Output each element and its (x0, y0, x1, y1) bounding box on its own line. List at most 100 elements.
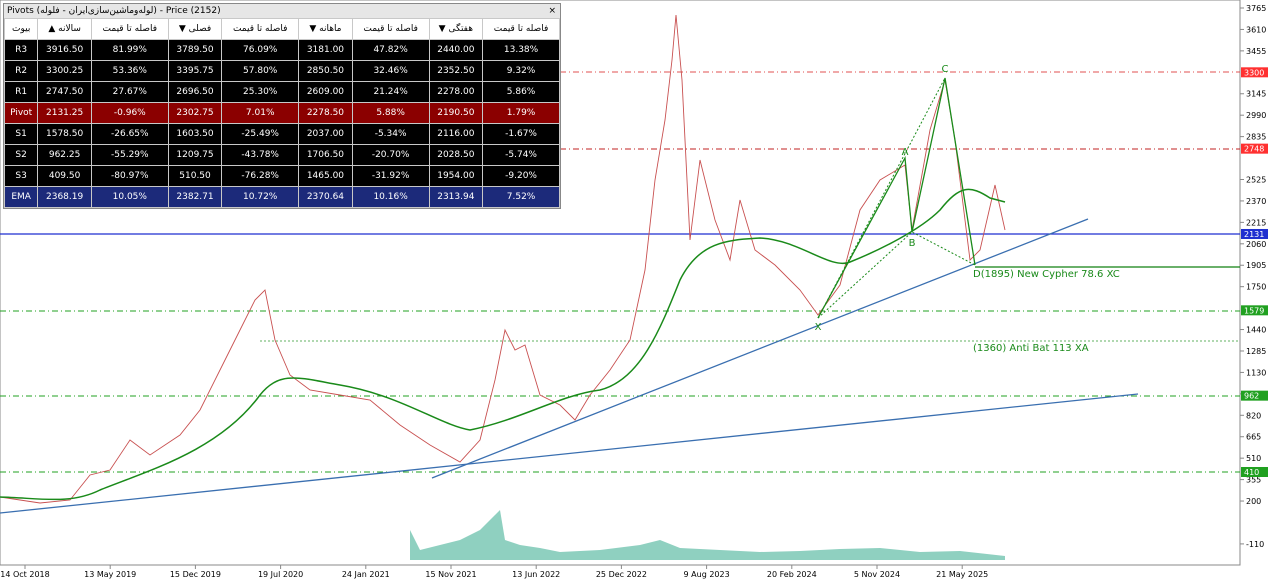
level-label-box (1241, 305, 1268, 316)
price-tick-label: 1750 (1246, 283, 1266, 292)
table-cell: R1 (5, 82, 38, 102)
table-row: S1 1578.50 -26.65% 1603.50 -25.49% 2037.00 -5.… (5, 124, 559, 144)
price-tick-label: 3610 (1246, 25, 1266, 34)
close-button[interactable]: × (548, 6, 556, 16)
table-cell: 2850.50 (299, 61, 352, 81)
price-line (0, 14, 1006, 504)
volume-area (410, 510, 1005, 560)
table-cell: فاصله تا قیمت (91, 19, 168, 39)
table-row: R3 3916.50 81.99% 3789.50 76.09% 3181.00 47.82… (5, 40, 559, 60)
table-cell: بیوت (5, 19, 38, 39)
table-cell: ▼ فصلی (168, 19, 222, 39)
price-tick-label: 3455 (1246, 47, 1266, 56)
annotation: C (942, 64, 949, 75)
level-label-box (1241, 228, 1268, 239)
time-tick-label: 9 Aug 2023 (684, 570, 730, 579)
table-cell: فاصله تا قیمت (222, 19, 299, 39)
price-tick-label: 1905 (1246, 261, 1266, 270)
table-cell: 1209.75 (168, 145, 222, 165)
time-tick-label: 25 Dec 2022 (596, 570, 647, 579)
table-cell: 2190.50 (429, 103, 483, 123)
table-cell: 2302.75 (168, 103, 222, 123)
level-label-box (1241, 390, 1268, 401)
price-tick-label: 2990 (1246, 111, 1266, 120)
price-tick-label: 1285 (1246, 347, 1266, 356)
table-cell: ▼ هفتگی (429, 19, 483, 39)
table-cell: 7.01% (222, 103, 299, 123)
table-cell: 7.52% (483, 187, 559, 207)
time-tick-label: 15 Nov 2021 (425, 570, 476, 579)
table-cell: 2278.50 (299, 103, 352, 123)
table-cell: -1.67% (483, 124, 559, 144)
table-cell: EMA (5, 187, 38, 207)
trend-line (431, 218, 1089, 479)
table-row: S2 962.25 -55.29% 1209.75 -43.78% 1706.50 -20.… (5, 145, 559, 165)
table-cell: 1578.50 (38, 124, 91, 144)
level-label-box (1241, 466, 1268, 477)
table-cell: 2747.50 (38, 82, 91, 102)
table-cell: S1 (5, 124, 38, 144)
table-cell: 1954.00 (429, 166, 483, 186)
table-cell: فاصله تا قیمت (483, 19, 559, 39)
pattern-line (817, 77, 976, 319)
table-cell: 2116.00 (429, 124, 483, 144)
table-row: EMA 2368.19 10.05% 2382.71 10.72% 2370.64 10.1… (5, 187, 559, 207)
table-cell: 2696.50 (168, 82, 222, 102)
table-cell: -0.96% (91, 103, 168, 123)
table-row: R2 3300.25 53.36% 3395.75 57.80% 2850.50 32.46… (5, 61, 559, 81)
table-cell: 2028.50 (429, 145, 483, 165)
table-cell: 5.86% (483, 82, 559, 102)
table-cell: 53.36% (91, 61, 168, 81)
table-cell: 13.38% (483, 40, 559, 60)
table-cell: 47.82% (352, 40, 429, 60)
table-cell: R2 (5, 61, 38, 81)
time-tick-label: 24 Jan 2021 (342, 570, 390, 579)
trend-line (0, 393, 1139, 514)
level-label: 962 (1244, 392, 1259, 401)
table-cell: 10.16% (352, 187, 429, 207)
table-cell: 2382.71 (168, 187, 222, 207)
table-cell: 3916.50 (38, 40, 91, 60)
table-cell: 2037.00 (299, 124, 352, 144)
time-tick-label: 15 Dec 2019 (170, 570, 221, 579)
time-tick-label: 13 Jun 2022 (512, 570, 560, 579)
table-cell: -5.34% (352, 124, 429, 144)
table-cell: 2368.19 (38, 187, 91, 207)
annotation: D(1895) New Cypher 78.6 XC (973, 269, 1120, 280)
table-cell: 81.99% (91, 40, 168, 60)
table-cell: 2609.00 (299, 82, 352, 102)
price-tick-label: 1440 (1246, 326, 1266, 335)
table-cell: 3789.50 (168, 40, 222, 60)
level-label: 410 (1244, 468, 1259, 477)
table-cell: Pivot (5, 103, 38, 123)
price-tick-label: 2525 (1246, 175, 1266, 184)
pivots-panel: Pivots (لوله‌وماشین‌سازی‌ایران - فلوله) … (3, 3, 561, 209)
price-tick-label: 3145 (1246, 90, 1266, 99)
table-cell: 2278.00 (429, 82, 483, 102)
time-tick-label: 21 May 2025 (936, 570, 988, 579)
price-tick-label: 2215 (1246, 218, 1266, 227)
level-label: 1579 (1244, 306, 1264, 315)
table-cell: S2 (5, 145, 38, 165)
price-tick-label: 820 (1246, 411, 1261, 420)
ema-line (0, 188, 1006, 501)
time-tick-label: 5 Nov 2024 (854, 570, 900, 579)
annotation: (1360) Anti Bat 113 XA (973, 343, 1089, 354)
panel-title: Pivots (لوله‌وماشین‌سازی‌ایران - فلوله) … (4, 4, 560, 18)
table-cell: 57.80% (222, 61, 299, 81)
table-cell: 1.79% (483, 103, 559, 123)
table-cell: -55.29% (91, 145, 168, 165)
table-cell: -43.78% (222, 145, 299, 165)
table-cell: 2131.25 (38, 103, 91, 123)
price-tick-label: 1130 (1246, 368, 1266, 377)
table-row: Pivot 2131.25 -0.96% 2302.75 7.01% 2278.50 5.8… (5, 103, 559, 123)
table-cell: فاصله تا قیمت (352, 19, 429, 39)
table-cell: 1706.50 (299, 145, 352, 165)
level-label-box (1241, 67, 1268, 78)
table-row: R1 2747.50 27.67% 2696.50 25.30% 2609.00 21.24… (5, 82, 559, 102)
panel-title-text: Pivots (لوله‌وماشین‌سازی‌ایران - فلوله) … (7, 6, 221, 16)
table-cell: 1465.00 (299, 166, 352, 186)
time-tick-label: 13 May 2019 (84, 570, 136, 579)
price-tick-label: 3765 (1246, 4, 1266, 13)
time-tick-label: 20 Feb 2024 (767, 570, 817, 579)
